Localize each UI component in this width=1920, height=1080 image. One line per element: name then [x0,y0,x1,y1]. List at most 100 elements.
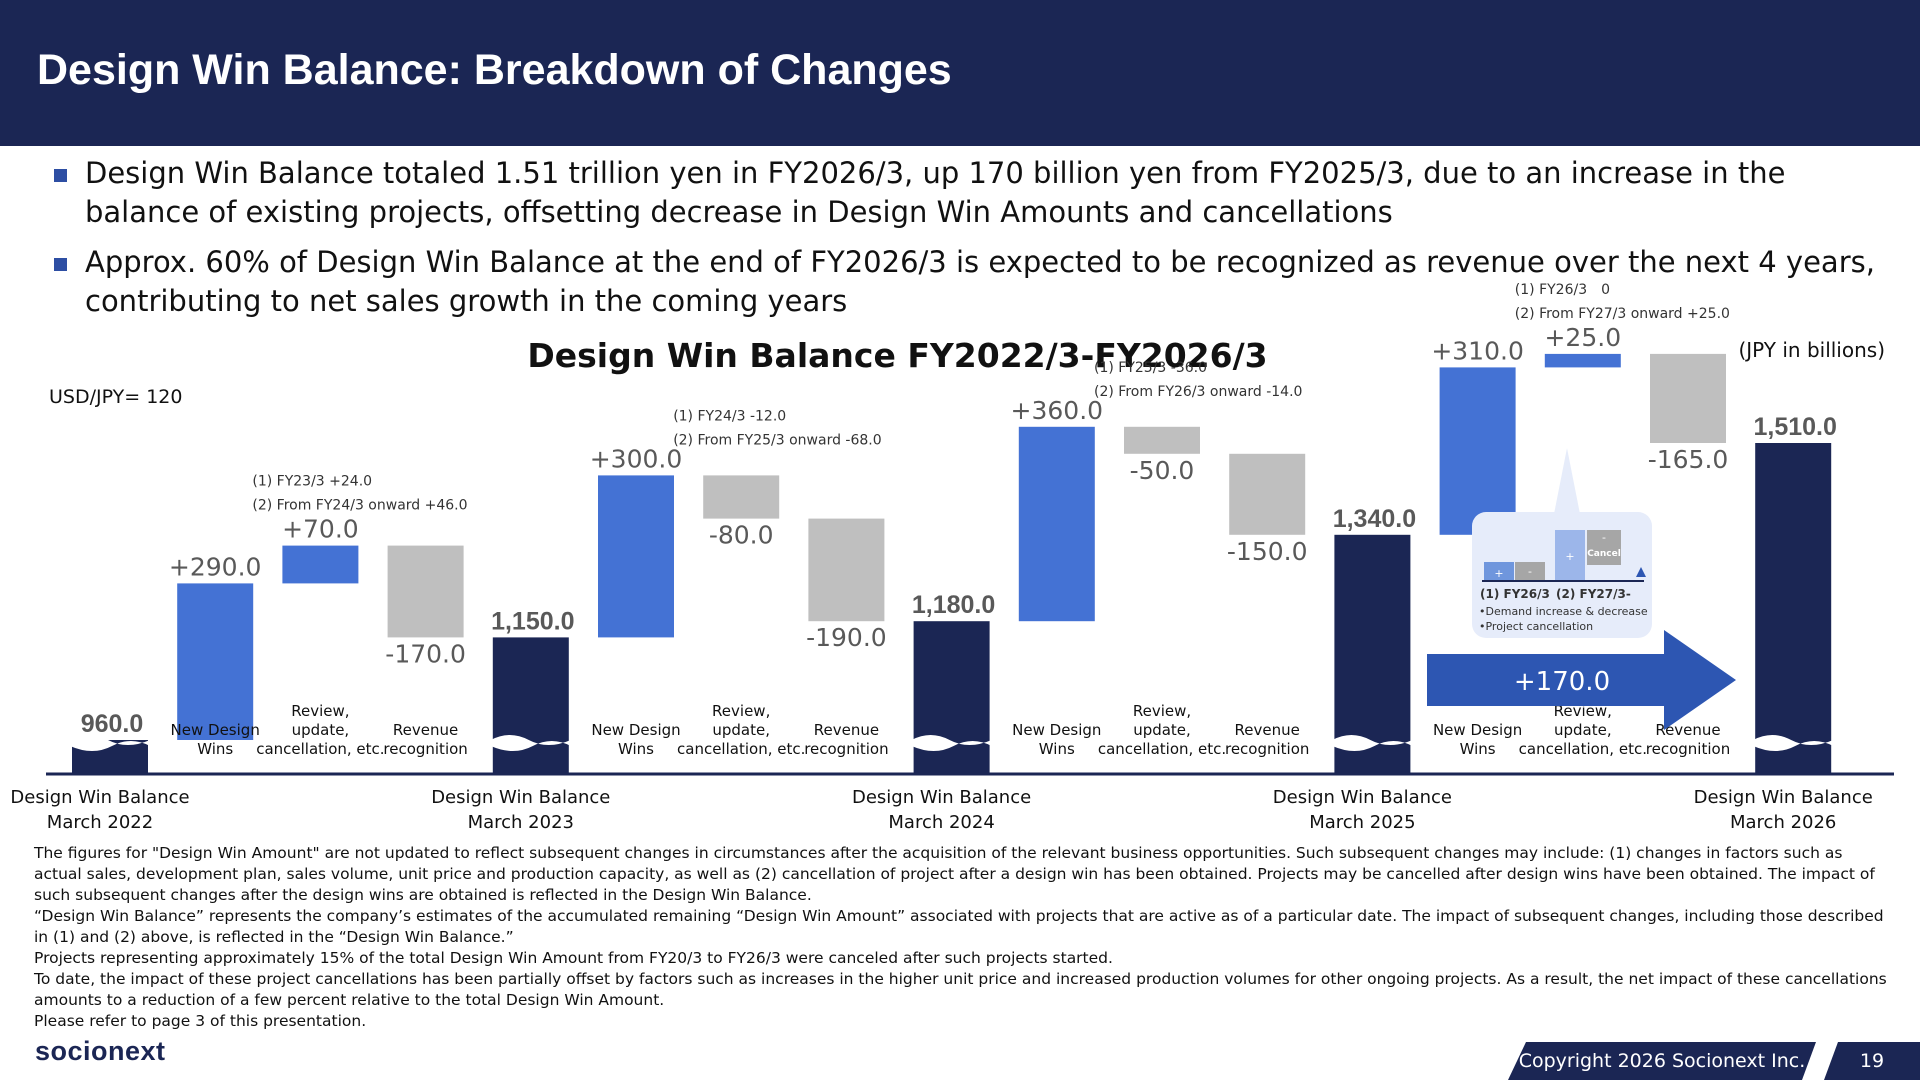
category-label: March 2025 [1309,812,1415,833]
data-label-delta: +25.0 [1544,323,1621,352]
inset-plus-label: + [1494,567,1503,580]
data-label-delta: +360.0 [1011,396,1104,425]
data-label-delta: -80.0 [709,521,774,550]
header-bar: Design Win Balance: Breakdown of Changes [0,0,1920,146]
category-label: Wins [197,740,233,758]
bar-increase [1018,426,1095,622]
bar-decrease [1650,353,1726,443]
data-label-delta: -190.0 [806,623,887,652]
data-label-delta: -165.0 [1648,445,1729,474]
category-label: March 2022 [47,812,153,833]
category-label: update, [292,721,350,739]
footnotes: The figures for "Design Win Amount" are … [34,843,1894,1032]
category-label: Review, [712,702,770,720]
bar-decrease [808,518,885,622]
category-label: New Design [1433,721,1522,739]
category-label: Design Win Balance [431,787,610,808]
category-label: cancellation, etc. [256,740,384,758]
axis-break-mark [490,735,571,751]
axis-break-mark [911,735,992,751]
data-label-delta: -150.0 [1227,537,1308,566]
category-label: Design Win Balance [1273,787,1452,808]
category-label: Wins [1039,740,1075,758]
data-label-total: 1,150.0 [491,607,574,635]
category-label: Revenue [814,721,879,739]
data-label-total: 1,180.0 [912,591,995,619]
bullet-square-icon [54,169,67,182]
category-label: Wins [1460,740,1496,758]
chart-title: Design Win Balance FY2022/3-FY2026/3 [527,336,1268,375]
category-label: New Design [1012,721,1101,739]
bar-increase [598,475,674,638]
bar-increase [282,545,359,584]
category-label: New Design [171,721,260,739]
category-label: Review, [1554,702,1612,720]
inset-label: (2) FY27/3- [1556,587,1631,601]
bar-note: (2) From FY24/3 onward +46.0 [252,498,467,514]
bullet-text: Approx. 60% of Design Win Balance at the… [85,245,1875,318]
inset-bar-cancel [1587,530,1621,565]
inset-arrow-icon [1636,567,1646,577]
change-arrow [1427,630,1736,730]
inset-note: •Demand increase & decrease [1479,605,1648,618]
inset-note: •Project cancellation [1479,620,1593,633]
bar-total [492,637,569,774]
inset-bar-plus [1484,562,1514,580]
category-label: March 2023 [468,812,574,833]
bar-note: (1) FY23/3 +24.0 [252,474,372,490]
bar-increase [1439,367,1516,535]
category-label: Design Win Balance [1694,787,1873,808]
bar-increase [1544,353,1621,368]
bar-note: (2) From FY27/3 onward +25.0 [1515,306,1730,322]
bar-decrease [1124,426,1200,454]
footnote-1: The figures for "Design Win Amount" are … [34,844,1875,904]
inset-bar-plus [1555,530,1585,580]
bullet-square-icon [54,258,67,271]
category-label: March 2026 [1730,812,1836,833]
category-label: March 2024 [888,812,994,833]
inset-bar-minus [1515,562,1545,580]
data-label-total: 1,510.0 [1753,413,1836,441]
bullet-text: Design Win Balance totaled 1.51 trillion… [85,156,1786,229]
summary-bullets: Design Win Balance totaled 1.51 trillion… [50,154,1890,332]
bar-increase [177,583,254,740]
footer-bar: Copyright 2026 Socionext Inc. 19 [1508,1042,1920,1080]
axis-break-mark [70,735,150,751]
inset-label: (1) FY26/3 [1480,587,1550,601]
bullet-1: Design Win Balance totaled 1.51 trillion… [50,154,1890,232]
category-label: update, [1554,721,1612,739]
company-logo: socionext [35,1036,166,1066]
category-label: Revenue [1655,721,1720,739]
bullet-2: Approx. 60% of Design Win Balance at the… [50,243,1890,321]
footnote-3: Projects representing approximately 15% … [34,949,1113,967]
bar-note: (2) From FY25/3 onward -68.0 [673,432,881,448]
bar-note: (2) From FY26/3 onward -14.0 [1094,384,1302,400]
data-label-delta: +70.0 [282,515,359,544]
change-arrow-label: +170.0 [1514,667,1610,697]
data-label-delta: +310.0 [1431,336,1524,365]
category-label: Revenue [393,721,458,739]
waterfall-chart: 960.0 Design Win Balance March 2022 +290.0 N… [10,282,1894,833]
inset-minus-label: - [1602,531,1606,544]
bar-decrease [387,545,464,638]
data-label-delta: -50.0 [1130,456,1195,485]
bar-decrease [1229,453,1306,535]
copyright: Copyright 2026 Socionext Inc. [1508,1042,1816,1080]
category-label: Review, [291,702,349,720]
category-label: Wins [618,740,654,758]
data-label-delta: +290.0 [169,552,262,581]
axis-break-mark [1753,735,1834,751]
category-label: Review, [1133,702,1191,720]
page-title: Design Win Balance: Breakdown of Changes [37,46,952,94]
footnote-5: Please refer to page 3 of this presentat… [34,1012,367,1030]
fx-rate-label: USD/JPY= 120 [49,386,183,408]
bar-total [1334,534,1411,774]
category-label: update, [1133,721,1191,739]
data-label-total: 960.0 [81,710,144,738]
axis-break-mark [1332,735,1413,751]
category-label: Design Win Balance [852,787,1031,808]
bar-note: (1) FY25/3 -36.0 [1094,360,1207,376]
inset-cancel-label: Cancel [1587,549,1621,559]
callout-pointer [1554,448,1580,514]
bar-total [913,621,990,774]
